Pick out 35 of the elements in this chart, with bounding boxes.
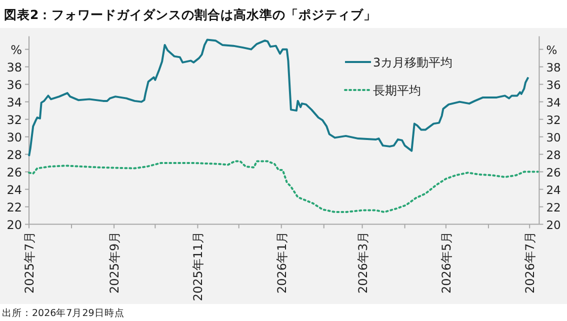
text: 出所：2026年7月29日時点 <box>2 307 124 319</box>
x-tick-label: 2025年9月 <box>108 231 122 294</box>
chart-title: 図表2：フォワードガイダンスの割合は高水準の「ポジティブ」 <box>4 7 377 22</box>
y2-tick-label: 24 <box>546 182 561 197</box>
y2-tick-label: 26 <box>546 165 561 180</box>
legend-label: 長期平均 <box>373 84 421 98</box>
y2-tick-label: 36 <box>546 78 561 92</box>
y2-tick-label: % <box>546 42 558 57</box>
line-series <box>28 38 530 158</box>
x-tick-label: 2025年7月 <box>22 231 36 294</box>
y-tick-label: 32 <box>6 112 22 127</box>
y2-tick-label: 32 <box>546 112 561 127</box>
y-tick-label: 22 <box>6 200 22 214</box>
y-tick-label: 24 <box>6 182 22 197</box>
y-tick-label: 30 <box>6 130 22 144</box>
x-tick-label: 2026年5月 <box>439 231 454 294</box>
line-series <box>28 160 539 214</box>
y-tick-label: 36 <box>6 78 22 92</box>
x-tick-label: 2025年11月 <box>191 231 206 302</box>
y2-tick-label: 34 <box>546 95 561 110</box>
x-tick-label: 2026年7月 <box>523 231 538 294</box>
y2-tick-label: 22 <box>546 200 561 214</box>
y2-tick-label: 30 <box>546 130 561 144</box>
y-tick-label: % <box>10 42 22 57</box>
y-tick-label: 28 <box>6 148 22 162</box>
legend-label: 3カ月移動平均 <box>373 56 453 70</box>
y-tick-label: 20 <box>6 218 22 232</box>
x-tick-label: 2026年1月 <box>274 231 289 294</box>
y2-tick-label: 20 <box>546 218 561 232</box>
y2-tick-label: 38 <box>546 60 561 74</box>
x-tick-label: 2026年3月 <box>356 231 370 294</box>
y-tick-label: 26 <box>6 165 22 180</box>
y-tick-label: 38 <box>6 60 22 74</box>
y-tick-label: 34 <box>6 95 22 110</box>
y2-tick-label: 28 <box>546 148 561 162</box>
